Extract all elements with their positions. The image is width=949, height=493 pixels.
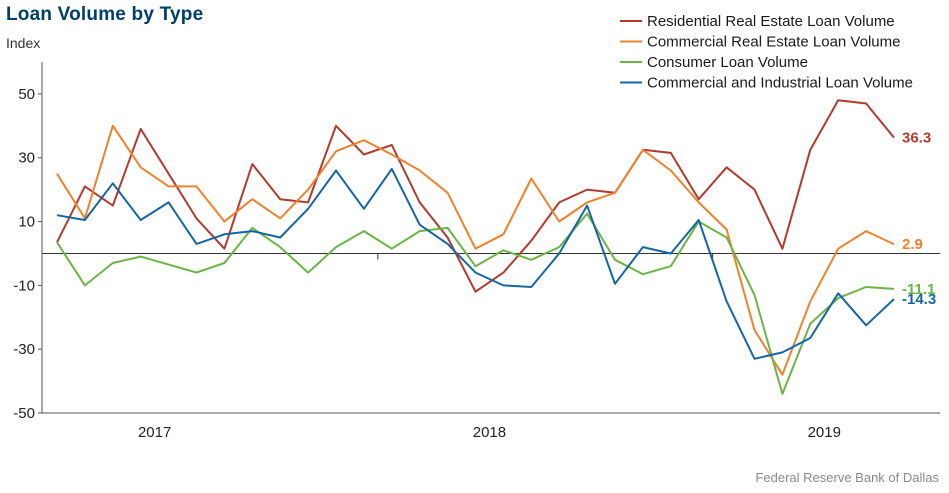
legend-label-2: Commercial Real Estate Loan Volume <box>647 34 900 51</box>
legend-label-4: Commercial and Industrial Loan Volume <box>647 75 913 92</box>
y-tick-label--50: -50 <box>13 405 35 422</box>
x-tick-label-2017: 2017 <box>138 424 171 441</box>
x-tick-label-2018: 2018 <box>473 424 506 441</box>
y-tick-label--30: -30 <box>13 341 35 358</box>
x-tick-label-2019: 2019 <box>808 424 841 441</box>
y-tick-label-10: 10 <box>18 214 35 231</box>
chart-title: Loan Volume by Type <box>6 4 204 25</box>
end-label-series-2: 2.9 <box>902 236 923 253</box>
y-axis-label: Index <box>6 35 41 51</box>
end-label-series-3: -11.1 <box>902 281 935 298</box>
end-label-series-4: -14.3 <box>902 291 936 308</box>
series-line-1 <box>56 99 895 293</box>
end-label-series-1: 36.3 <box>902 130 931 147</box>
y-tick-label--10: -10 <box>13 277 35 294</box>
series-line-2 <box>56 124 895 376</box>
series-line-3 <box>56 212 895 395</box>
source-note: Federal Reserve Bank of Dallas <box>755 470 939 485</box>
y-tick-label-50: 50 <box>18 86 35 103</box>
y-tick-label-30: 30 <box>18 150 35 167</box>
legend-label-1: Residential Real Estate Loan Volume <box>647 13 895 30</box>
legend-label-3: Consumer Loan Volume <box>647 54 808 71</box>
